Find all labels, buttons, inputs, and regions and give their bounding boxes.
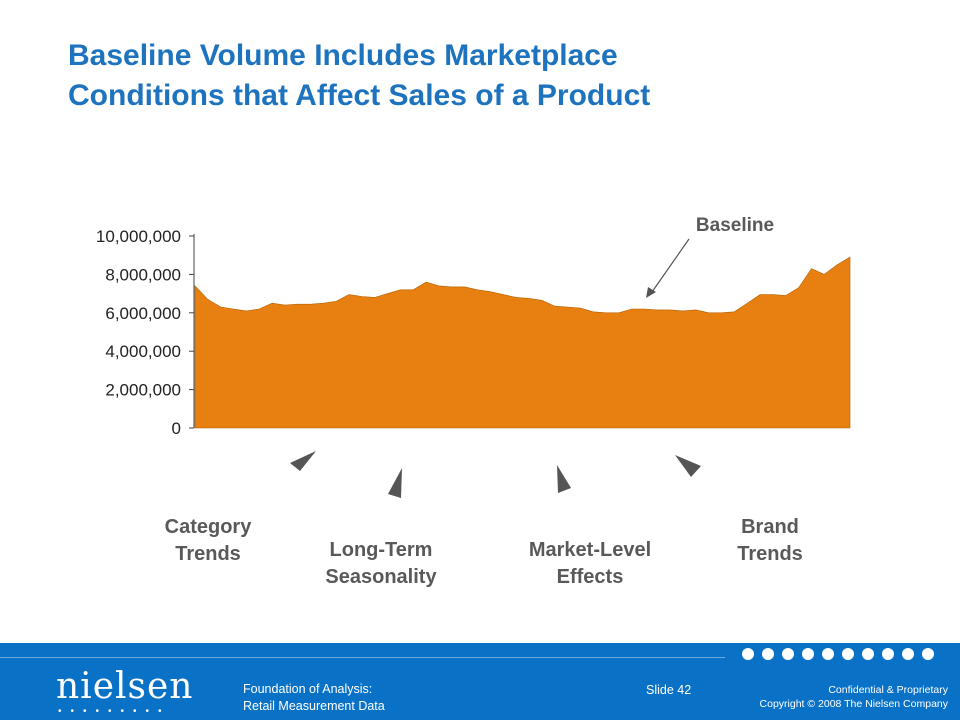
y-tick-label: 2,000,000 (105, 381, 181, 400)
footer-dot (802, 648, 814, 660)
nielsen-logo-dots: ••••••••• (58, 706, 171, 717)
footer-divider (0, 657, 725, 658)
y-tick-label: 10,000,000 (96, 227, 181, 246)
y-tick-label: 8,000,000 (105, 265, 181, 284)
baseline-area-chart: 0 2,000,000 4,000,000 6,000,000 8,000,000 10,… (96, 215, 851, 498)
driver-brand-line-2: Trends (737, 543, 803, 565)
baseline-area (194, 256, 851, 429)
footer-dot (902, 648, 914, 660)
footer-dot (862, 648, 874, 660)
driver-category-line-2: Trends (175, 543, 241, 565)
footer-course-line-2: Retail Measurement Data (243, 699, 385, 713)
footer-dot (922, 648, 934, 660)
driver-seasonality-line-1: Long-Term (329, 539, 433, 561)
baseline-annotation-label: Baseline (696, 215, 774, 236)
footer-course-title: Foundation of Analysis: Retail Measureme… (243, 681, 385, 715)
footer-dot (762, 648, 774, 660)
footer-confidential: Confidential & Proprietary (828, 684, 948, 696)
y-tick-label: 0 (172, 419, 181, 438)
y-tick-label: 6,000,000 (105, 304, 181, 323)
market-effects-arrow-icon (557, 465, 571, 493)
slide-number: Slide 42 (646, 683, 691, 697)
footer-legal: Confidential & Proprietary Copyright © 2… (760, 683, 948, 711)
driver-market-line-1: Market-Level (528, 539, 652, 561)
y-tick-label: 4,000,000 (105, 342, 181, 361)
brand-trends-arrow-icon (675, 455, 701, 477)
driver-category-trends: Category Trends (140, 514, 276, 568)
slide-title-line-2: Conditions that Affect Sales of a Produc… (68, 79, 651, 112)
footer-dot (822, 648, 834, 660)
driver-long-term-seasonality: Long-Term Seasonality (302, 537, 460, 591)
slide-title: Baseline Volume Includes Marketplace Con… (68, 36, 928, 116)
baseline-annotation-arrow (651, 238, 690, 293)
category-trends-arrow-icon (290, 451, 316, 471)
driver-market-line-2: Effects (556, 566, 624, 588)
driver-seasonality-line-2: Seasonality (325, 566, 437, 588)
footer-course-line-1: Foundation of Analysis: (243, 682, 373, 696)
footer-dot (842, 648, 854, 660)
nielsen-logo: nielsen (56, 666, 194, 707)
footer-copyright: Copyright © 2008 The Nielsen Company (759, 698, 948, 710)
slide-label: Slide (646, 683, 674, 697)
slide-number-value: 42 (677, 683, 692, 697)
footer-bar: nielsen ••••••••• Foundation of Analysis… (0, 643, 960, 720)
driver-market-level-effects: Market-Level Effects (506, 537, 674, 591)
driver-brand-line-1: Brand (741, 516, 799, 538)
slide-title-line-1: Baseline Volume Includes Marketplace (68, 39, 618, 72)
seasonality-arrow-icon (388, 468, 402, 498)
driver-brand-trends: Brand Trends (702, 514, 838, 568)
footer-dot (782, 648, 794, 660)
footer-dot-row (742, 648, 934, 660)
baseline-annotation-arrowhead (646, 287, 656, 298)
footer-dot (882, 648, 894, 660)
footer-dot (742, 648, 754, 660)
driver-category-line-1: Category (164, 516, 252, 538)
